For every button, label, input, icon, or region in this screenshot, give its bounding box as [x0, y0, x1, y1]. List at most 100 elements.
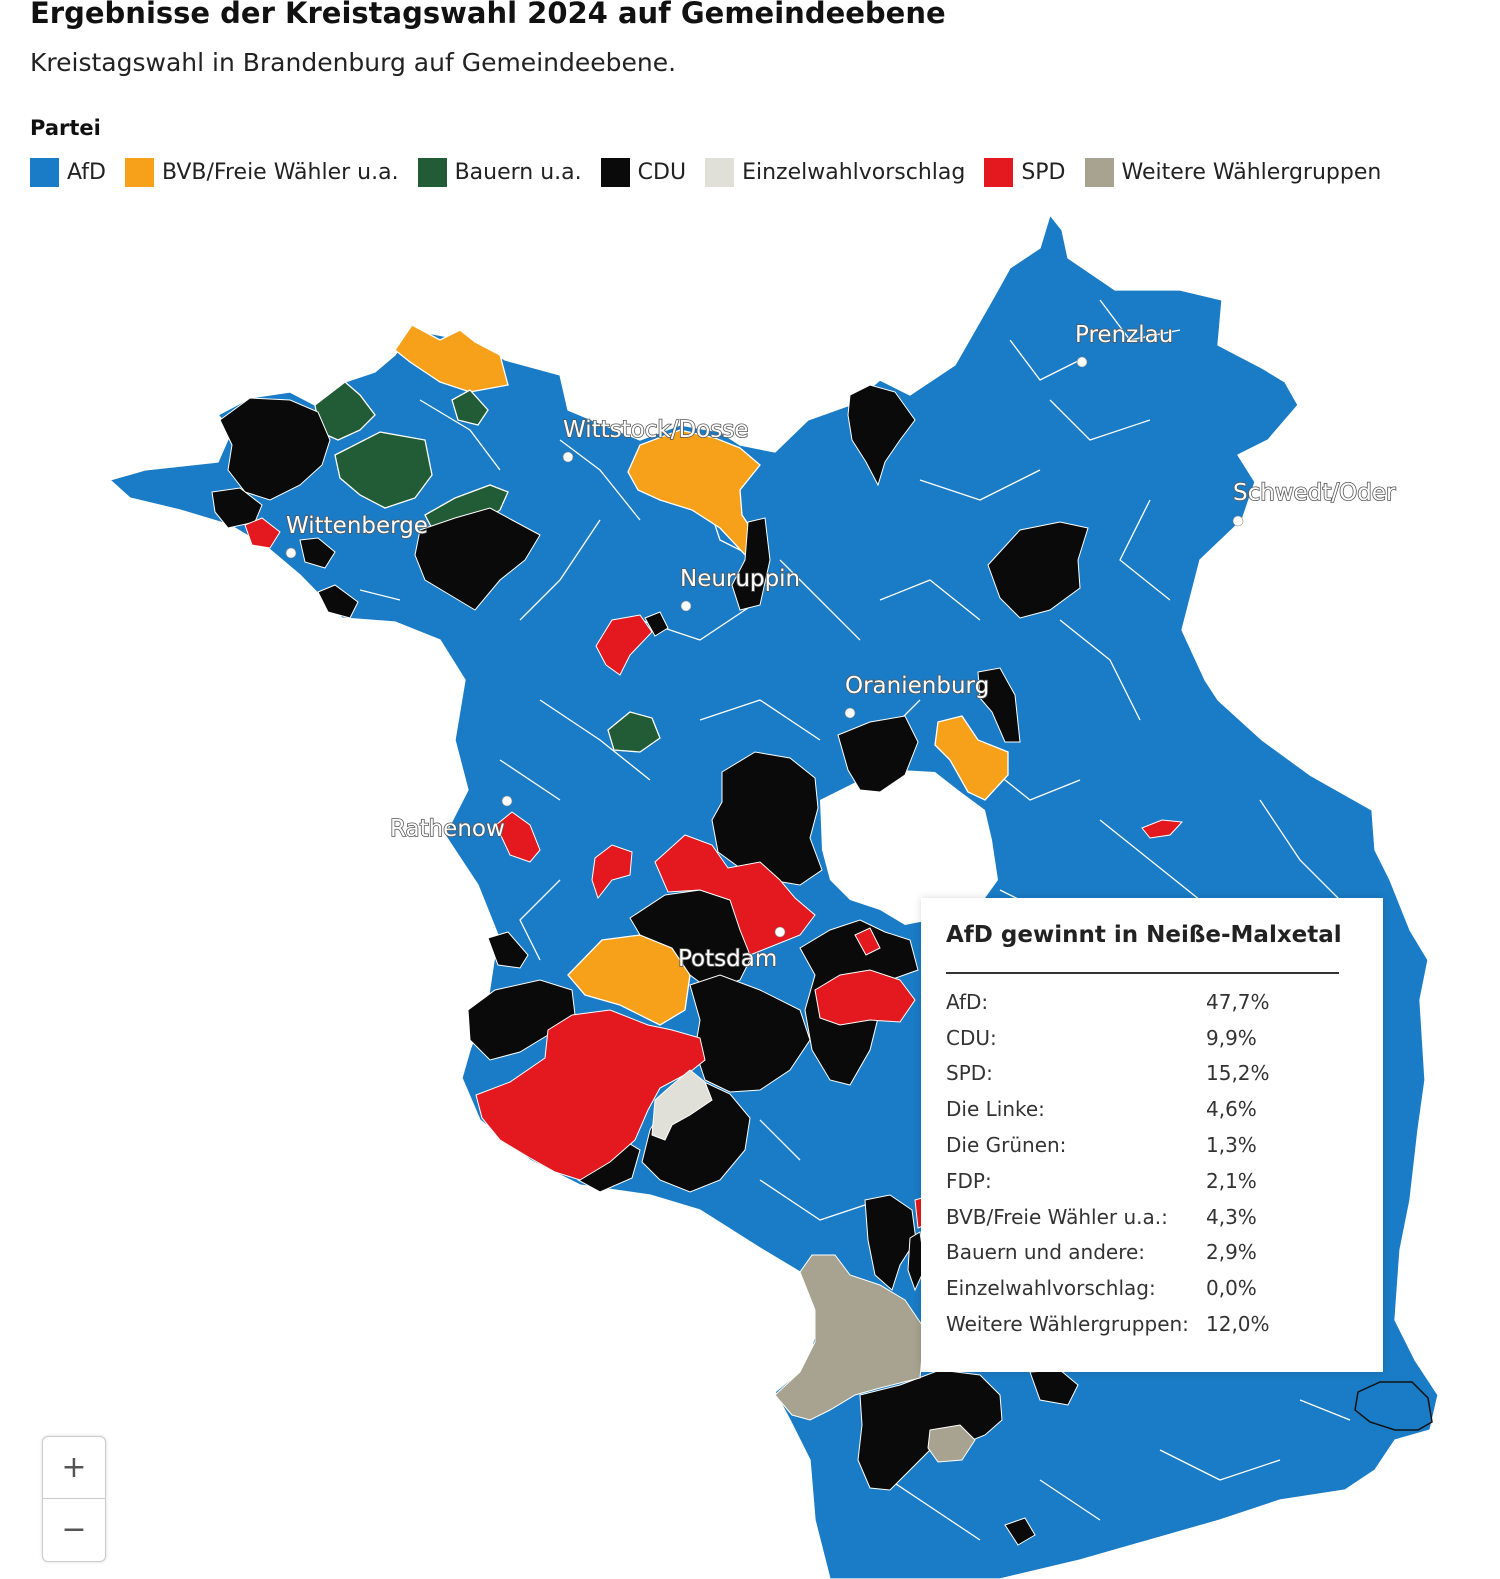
tooltip-row-value: 1,3%	[1206, 1133, 1257, 1158]
tooltip-results: AfD: 47,7% CDU: 9,9% SPD: 15,2% Die Linke: 4…	[946, 984, 1339, 1342]
map-region[interactable]	[854, 927, 881, 956]
legend-item-weitere: Weitere Wählergruppen	[1084, 158, 1381, 187]
page-title: Ergebnisse der Kreistagswahl 2024 auf Ge…	[30, 0, 946, 30]
tooltip-row-value: 47,7%	[1206, 989, 1270, 1014]
city-labels: Prenzlau Wittstock/Dosse Schwedt/Oder Wi…	[285, 321, 1397, 973]
city-label-wittstock: Wittstock/Dosse	[563, 417, 748, 443]
map-region[interactable]	[651, 1069, 713, 1141]
page-subtitle: Kreistagswahl in Brandenburg auf Gemeind…	[30, 48, 677, 77]
legend-swatch	[417, 158, 447, 187]
legend-label: AfD	[67, 160, 106, 185]
map-region[interactable]	[244, 517, 281, 549]
map-region[interactable]	[1004, 1517, 1036, 1546]
tooltip-row: CDU: 9,9%	[946, 1020, 1339, 1056]
map-region-outline	[1354, 1381, 1433, 1431]
tooltip-row: Einzelwahlvorschlag: 0,0%	[946, 1270, 1339, 1306]
city-label-oranienburg: Oranienburg	[845, 673, 989, 699]
map-region[interactable]	[317, 584, 359, 619]
tooltip-row: Bauern und andere: 2,9%	[946, 1235, 1339, 1271]
map-region[interactable]	[927, 1424, 976, 1463]
map-region[interactable]	[654, 834, 816, 956]
map-region[interactable]	[627, 429, 763, 559]
tooltip-row-label: Einzelwahlvorschlag:	[946, 1276, 1156, 1301]
map-region[interactable]	[814, 969, 916, 1026]
map-region[interactable]	[591, 844, 633, 900]
legend-item-einzelwahlvorschlag: Einzelwahlvorschlag	[705, 158, 965, 187]
map-layer-bvb	[394, 324, 1009, 1026]
map-region[interactable]	[487, 931, 529, 969]
tooltip-row-label: SPD:	[946, 1061, 993, 1086]
map-region[interactable]	[774, 1254, 923, 1421]
map-layer-weitere	[774, 1254, 976, 1463]
legend-swatch	[30, 158, 59, 187]
tooltip-row-label: Weitere Wählergruppen:	[946, 1312, 1189, 1337]
map-region[interactable]	[864, 1194, 917, 1291]
legend-swatch	[124, 158, 154, 187]
map-region[interactable]	[299, 537, 336, 569]
city-marker-potsdam[interactable]	[774, 926, 786, 938]
map-layer-einzelwahlvorschlag	[651, 1069, 713, 1141]
city-label-schwedt: Schwedt/Oder	[1233, 480, 1396, 506]
map-region[interactable]	[394, 324, 509, 393]
city-label-prenzlau: Prenzlau	[1075, 322, 1173, 348]
legend-title: Partei	[30, 116, 101, 140]
map-region[interactable]	[1141, 819, 1184, 839]
map-region[interactable]	[414, 507, 541, 611]
map-region[interactable]	[837, 715, 919, 793]
tooltip-row: AfD: 47,7%	[946, 984, 1339, 1020]
tooltip-row-value: 2,1%	[1206, 1168, 1257, 1193]
map-region[interactable]	[711, 751, 823, 886]
tooltip-heading: AfD gewinnt in Neiße-Malxetal	[946, 922, 1342, 974]
map-region[interactable]	[567, 934, 691, 1026]
city-label-rathenow: Rathenow	[390, 816, 505, 842]
legend-label: Einzelwahlvorschlag	[742, 160, 966, 185]
map-region[interactable]	[934, 715, 1009, 801]
map-region[interactable]	[987, 521, 1089, 619]
map-region[interactable]	[607, 711, 661, 753]
map-region[interactable]	[219, 397, 331, 501]
legend-label: SPD	[1021, 160, 1066, 185]
legend-label: BVB/Freie Wähler u.a.	[161, 160, 399, 185]
map-region[interactable]	[595, 614, 653, 676]
city-marker-schwedt[interactable]	[1232, 515, 1244, 527]
zoom-in-button[interactable]: +	[61, 1450, 87, 1485]
map-region[interactable]	[731, 517, 771, 611]
legend-swatch	[1084, 158, 1114, 187]
tooltip-row: Die Linke: 4,6%	[946, 1091, 1339, 1127]
tooltip-row-value: 0,0%	[1206, 1276, 1257, 1301]
tooltip-row-label: AfD:	[946, 989, 989, 1014]
legend-item-cdu: CDU	[600, 158, 686, 187]
city-marker-wittstock[interactable]	[562, 451, 574, 463]
map-layer-cdu	[211, 384, 1089, 1546]
map-region[interactable]	[644, 611, 669, 637]
tooltip-row-label: Bauern und andere:	[946, 1240, 1146, 1265]
zoom-out-button[interactable]: −	[43, 1498, 105, 1560]
city-marker-rathenow[interactable]	[501, 795, 513, 807]
tooltip-row: SPD: 15,2%	[946, 1056, 1339, 1092]
tooltip-row-value: 4,6%	[1206, 1097, 1257, 1122]
map-region[interactable]	[907, 1231, 926, 1292]
map-region[interactable]	[977, 667, 1021, 743]
tooltip-row-label: Die Linke:	[946, 1097, 1045, 1122]
city-label-neuruppin: Neuruppin	[680, 566, 800, 592]
city-marker-oranienburg[interactable]	[844, 707, 856, 719]
legend-item-bauern: Bauern u.a.	[417, 158, 582, 187]
tooltip-row: BVB/Freie Wähler u.a.: 4,3%	[946, 1199, 1339, 1235]
city-markers	[285, 356, 1244, 938]
choropleth-map[interactable]: Prenzlau Wittstock/Dosse Schwedt/Oder Wi…	[0, 200, 1500, 1579]
legend-swatch	[984, 158, 1014, 187]
city-label-potsdam: Potsdam	[678, 946, 777, 972]
map-region[interactable]	[451, 389, 489, 426]
map-region[interactable]	[495, 811, 541, 863]
map-region[interactable]	[847, 384, 916, 487]
city-marker-prenzlau[interactable]	[1076, 356, 1088, 368]
legend-label: Bauern u.a.	[454, 160, 582, 185]
city-marker-neuruppin[interactable]	[680, 600, 692, 612]
city-marker-wittenberge[interactable]	[285, 547, 297, 559]
tooltip-row-value: 4,3%	[1206, 1204, 1257, 1229]
legend-item-bvb: BVB/Freie Wähler u.a.	[124, 158, 399, 187]
map-region[interactable]	[334, 431, 433, 509]
map-layer-spd	[244, 517, 1184, 1229]
zoom-control: + −	[42, 1436, 106, 1562]
tooltip-row: Weitere Wählergruppen: 12,0%	[946, 1306, 1339, 1342]
